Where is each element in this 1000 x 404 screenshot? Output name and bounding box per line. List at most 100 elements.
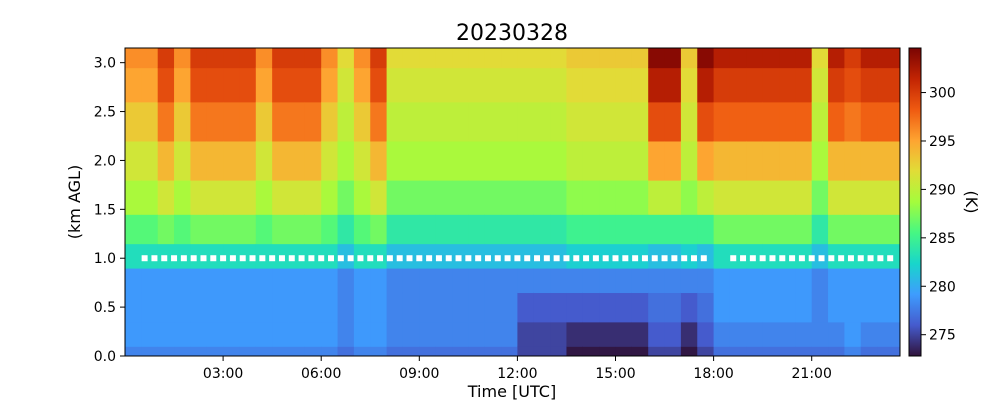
heatmap-cell [631,180,649,215]
missing-data-marker [847,255,854,262]
heatmap-cell [550,321,568,347]
heatmap-cell [713,243,731,269]
heatmap-cell [877,321,900,347]
heatmap-cell [648,292,666,323]
heatmap-cell [272,321,290,347]
heatmap-cell [697,180,715,215]
heatmap-cell [452,268,469,294]
heatmap-cell [779,140,796,181]
heatmap-cell [141,321,159,347]
heatmap-cell [190,268,208,294]
heatmap-cell [206,180,224,215]
heatmap-cell [697,292,715,323]
missing-data-marker [318,255,325,262]
heatmap-cell [828,321,846,347]
heatmap-cell [239,180,257,215]
heatmap-cell [304,140,322,181]
heatmap-cell [517,346,535,356]
heatmap-cell [141,48,159,69]
heatmap-cell [746,180,764,215]
missing-data-marker [357,255,364,262]
heatmap-cell [239,268,257,294]
heatmap-cell [353,292,371,323]
heatmap-cell [517,214,535,245]
heatmap-cell [223,321,241,347]
heatmap-cell [631,67,649,103]
missing-data-marker [808,255,815,262]
heatmap-cell [860,48,878,69]
heatmap-cell [353,268,371,294]
heatmap-cell [664,214,682,245]
heatmap-cell [582,346,600,356]
missing-data-marker [534,255,541,262]
heatmap-cell [877,67,900,103]
heatmap-cell [223,48,241,69]
heatmap-cell [223,346,241,356]
missing-data-marker [690,255,697,262]
heatmap-cell [419,321,437,347]
heatmap-cell [353,101,371,142]
heatmap-cell [402,346,420,356]
colorbar-tick-label: 285 [929,231,956,247]
missing-data-marker [592,255,599,262]
heatmap-cell [713,48,731,69]
missing-data-marker [269,255,276,262]
missing-data-marker [700,255,707,262]
heatmap-cell [566,321,584,347]
heatmap-cell [844,101,862,142]
missing-data-marker [612,255,619,262]
heatmap-cell [860,67,878,103]
heatmap-cell [680,321,698,347]
missing-data-marker [484,255,491,262]
y-tick-label: 1.5 [94,202,116,218]
heatmap-cell [664,140,682,181]
heatmap-cell [517,321,535,347]
heatmap-cell [811,101,829,142]
colorbar [908,47,922,357]
heatmap-cell [304,268,322,294]
heatmap-cell [304,214,322,245]
heatmap-cell [141,140,159,181]
heatmap-cell [811,321,829,347]
heatmap-cell [680,346,698,356]
heatmap-cell [272,292,290,323]
missing-data-marker [573,255,580,262]
heatmap-cell [844,140,862,181]
heatmap-cell [550,48,568,69]
heatmap-cell [811,48,829,69]
heatmap-cell [386,214,404,245]
heatmap-cell [255,292,273,323]
heatmap-cell [386,101,404,142]
heatmap-cell [648,67,666,103]
heatmap-cell [615,321,633,347]
heatmap-cell [206,292,224,323]
colorbar-tick-label: 300 [929,86,956,102]
heatmap-cell [746,321,764,347]
heatmap-cell [239,67,257,103]
heatmap-cell [353,214,371,245]
heatmap-cell [190,140,208,181]
heatmap-cell [190,67,208,103]
heatmap-cell [435,321,453,347]
missing-data-marker [553,255,560,262]
heatmap-cell [680,140,698,181]
heatmap-cell [550,268,568,294]
x-tick-label: 18:00 [693,366,733,382]
heatmap-cell [680,268,698,294]
missing-data-marker [671,255,678,262]
heatmap-cell [125,140,142,181]
heatmap-cell [615,180,633,215]
heatmap-cell [844,180,862,215]
heatmap-cell [828,268,846,294]
missing-data-marker [171,255,178,262]
missing-data-marker [337,255,344,262]
heatmap-cell [811,214,829,245]
missing-data-marker [259,255,266,262]
heatmap-cell [582,180,600,215]
heatmap-cell [697,67,715,103]
heatmap-cell [386,243,404,269]
heatmap-cell [452,67,469,103]
heatmap-cell [190,101,208,142]
heatmap-cell [386,292,404,323]
